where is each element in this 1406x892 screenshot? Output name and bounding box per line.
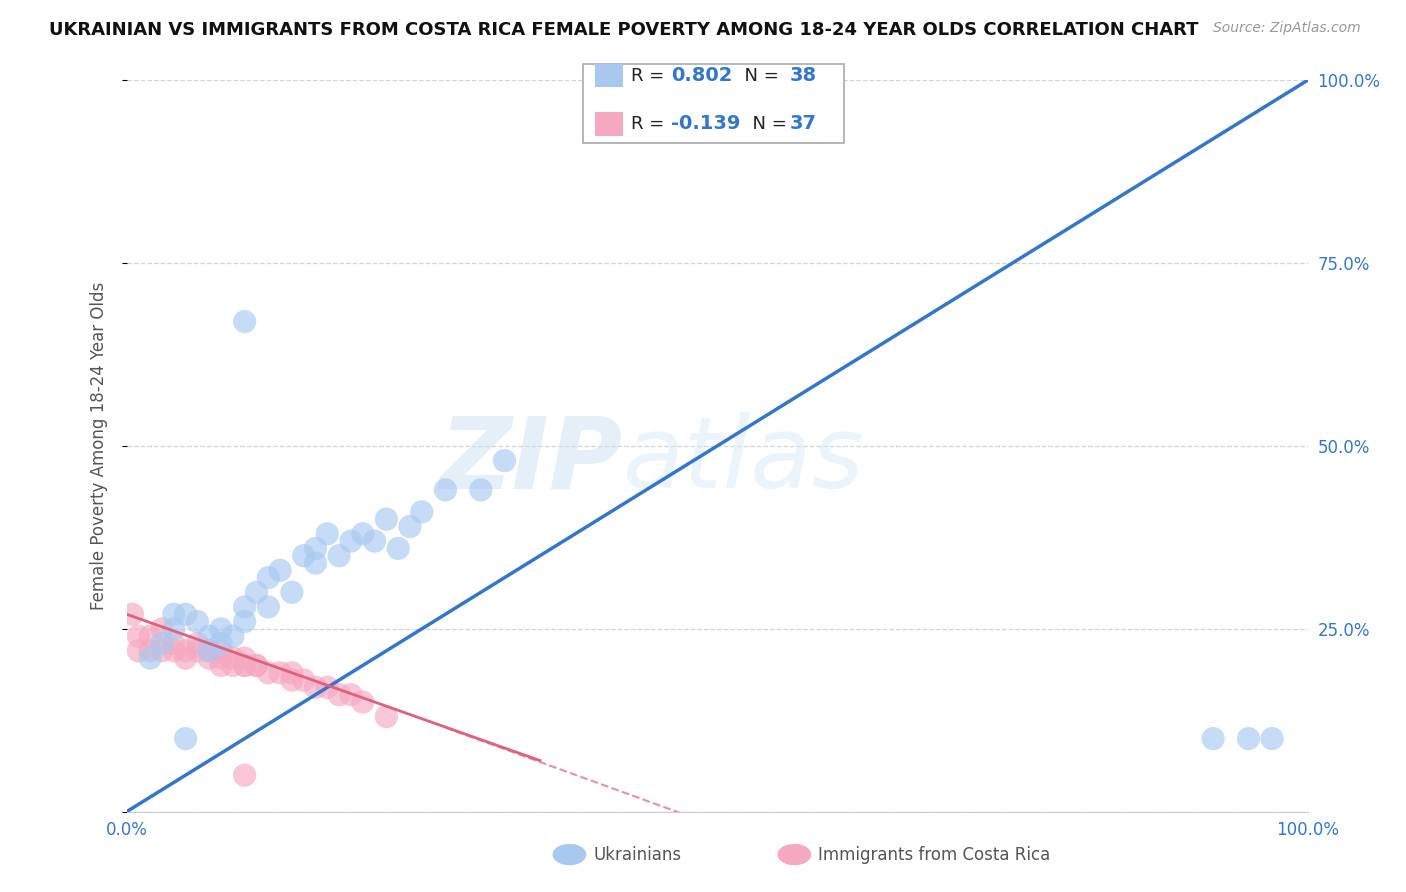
Text: Ukrainians: Ukrainians: [593, 846, 682, 863]
Point: [209, 658, 232, 673]
Point: [127, 629, 149, 643]
Point: [375, 709, 398, 723]
Text: Source: ZipAtlas.com: Source: ZipAtlas.com: [1213, 21, 1361, 36]
Text: 0.802: 0.802: [671, 66, 733, 86]
Text: Immigrants from Costa Rica: Immigrants from Costa Rica: [818, 846, 1050, 863]
Point: [1202, 731, 1225, 746]
Y-axis label: Female Poverty Among 18-24 Year Olds: Female Poverty Among 18-24 Year Olds: [90, 282, 108, 610]
Point: [245, 585, 267, 599]
Point: [269, 665, 291, 680]
Point: [163, 644, 186, 658]
Point: [257, 571, 280, 585]
Point: [163, 607, 186, 622]
Text: 37: 37: [790, 114, 817, 134]
Point: [292, 673, 315, 687]
Point: [328, 549, 350, 563]
Point: [209, 622, 232, 636]
Point: [209, 636, 232, 650]
Text: UKRAINIAN VS IMMIGRANTS FROM COSTA RICA FEMALE POVERTY AMONG 18-24 YEAR OLDS COR: UKRAINIAN VS IMMIGRANTS FROM COSTA RICA …: [49, 21, 1199, 39]
Point: [304, 556, 326, 570]
Point: [304, 541, 326, 556]
Point: [233, 768, 256, 782]
Text: 38: 38: [790, 66, 817, 86]
Point: [174, 731, 197, 746]
Point: [257, 665, 280, 680]
Point: [139, 644, 162, 658]
Point: [222, 651, 245, 665]
Point: [375, 512, 398, 526]
Text: N =: N =: [733, 67, 785, 85]
Point: [150, 644, 173, 658]
Point: [163, 622, 186, 636]
Point: [233, 651, 256, 665]
Point: [1261, 731, 1284, 746]
Point: [352, 526, 374, 541]
Point: [186, 615, 208, 629]
Point: [494, 453, 516, 467]
Point: [121, 607, 143, 622]
Point: [233, 315, 256, 329]
Point: [150, 622, 173, 636]
Point: [316, 681, 339, 695]
Point: [292, 549, 315, 563]
Point: [150, 636, 173, 650]
Point: [222, 658, 245, 673]
Point: [281, 585, 304, 599]
Point: [269, 563, 291, 577]
Point: [186, 644, 208, 658]
Text: R =: R =: [631, 115, 671, 133]
Point: [198, 629, 221, 643]
Point: [233, 615, 256, 629]
Point: [304, 681, 326, 695]
Point: [174, 607, 197, 622]
Point: [316, 526, 339, 541]
Point: [328, 688, 350, 702]
Point: [233, 599, 256, 614]
Point: [245, 658, 267, 673]
Point: [340, 534, 363, 549]
Point: [470, 483, 492, 497]
Point: [257, 599, 280, 614]
Point: [174, 651, 197, 665]
Point: [281, 665, 304, 680]
Point: [127, 644, 149, 658]
Point: [198, 644, 221, 658]
Point: [245, 658, 267, 673]
Text: atlas: atlas: [623, 412, 865, 509]
Point: [434, 483, 457, 497]
Point: [186, 636, 208, 650]
Text: R =: R =: [631, 67, 671, 85]
Point: [198, 644, 221, 658]
Point: [352, 695, 374, 709]
Point: [198, 651, 221, 665]
Point: [387, 541, 409, 556]
Point: [1237, 731, 1260, 746]
Point: [233, 658, 256, 673]
Point: [399, 519, 422, 533]
Text: -0.139: -0.139: [671, 114, 740, 134]
Point: [340, 688, 363, 702]
Point: [233, 658, 256, 673]
Point: [222, 629, 245, 643]
Point: [281, 673, 304, 687]
Point: [209, 651, 232, 665]
Point: [139, 629, 162, 643]
Point: [209, 644, 232, 658]
Point: [363, 534, 385, 549]
Point: [139, 651, 162, 665]
Point: [411, 505, 433, 519]
Point: [174, 644, 197, 658]
Text: N =: N =: [741, 115, 793, 133]
Text: ZIP: ZIP: [440, 412, 623, 509]
Point: [163, 636, 186, 650]
